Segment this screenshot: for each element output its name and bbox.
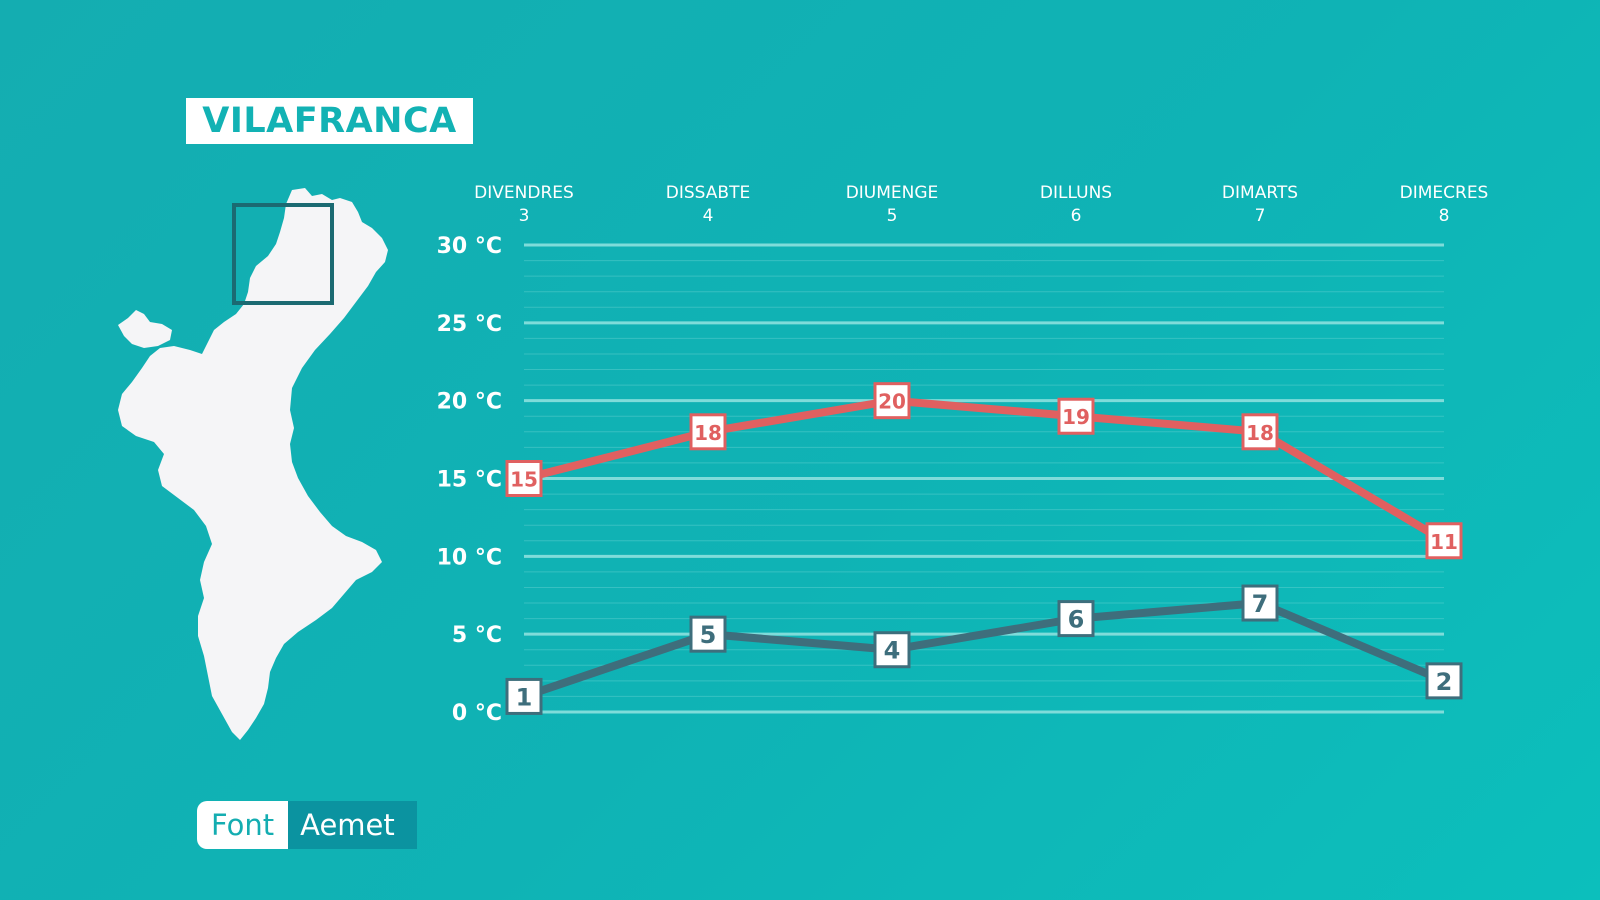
min-value-marker: 4 [873, 631, 911, 669]
max-value-marker: 15 [505, 460, 543, 497]
max-value-label: 19 [1062, 405, 1090, 429]
max-value-label: 18 [1246, 421, 1274, 445]
x-date-label: 5 [887, 206, 898, 226]
max-value-label: 15 [510, 468, 538, 492]
max-value-label: 20 [878, 390, 906, 414]
highlight-box [232, 203, 334, 305]
max-marker-box [873, 382, 911, 420]
y-tick-label: 20 °C [437, 390, 502, 415]
y-tick-label: 0 °C [452, 701, 502, 726]
max-value-label: 18 [694, 421, 722, 445]
x-date-label: 3 [519, 206, 530, 226]
max-marker-box [505, 460, 543, 497]
min-marker-box [873, 631, 911, 669]
x-day-label: DIMARTS [1222, 183, 1298, 203]
max-value-marker: 19 [1057, 397, 1095, 435]
min-value-marker: 1 [505, 677, 543, 715]
max-value-marker: 11 [1425, 522, 1463, 560]
location-title: VILAFRANCA [202, 101, 457, 141]
max-value-marker: 20 [873, 382, 911, 420]
source-value: Aemet [288, 801, 417, 849]
y-tick-label: 15 °C [437, 468, 502, 493]
y-axis-labels: 0 °C 5 °C 10 °C 15 °C 20 °C 25 °C 30 °C [437, 234, 502, 726]
min-value-marker: 6 [1057, 600, 1095, 638]
min-value-label: 5 [700, 621, 717, 649]
max-value-marker: 18 [689, 413, 727, 451]
minor-grid [524, 260, 1444, 697]
max-marker-box [689, 413, 727, 451]
location-title-box: VILAFRANCA [186, 98, 473, 144]
y-tick-label: 10 °C [437, 545, 502, 570]
max-series-line [520, 396, 1448, 545]
x-day-label: DIUMENGE [846, 183, 939, 203]
min-series-line [520, 599, 1448, 701]
x-day-label: DILLUNS [1040, 183, 1112, 203]
min-value-label: 1 [516, 683, 533, 711]
min-marker-box [1241, 584, 1279, 622]
source-label: Font [197, 801, 289, 849]
y-tick-label: 30 °C [437, 234, 502, 259]
x-axis-labels: DIVENDRES 3 DISSABTE 4 DIUMENGE 5 DILLUNS 6 DIMA… [474, 183, 1488, 226]
x-day-label: DIVENDRES [474, 183, 574, 203]
region-map-island [118, 310, 172, 348]
source-badge: Font Aemet [197, 801, 417, 849]
region-map-shape [118, 188, 388, 740]
min-marker-box [1057, 600, 1095, 638]
y-tick-label: 5 °C [452, 623, 502, 648]
min-marker-box [1425, 662, 1463, 700]
min-value-label: 7 [1252, 590, 1269, 618]
min-value-marker: 5 [689, 615, 727, 653]
min-value-marker: 7 [1241, 584, 1279, 622]
x-date-label: 4 [703, 206, 714, 226]
x-date-label: 7 [1255, 206, 1266, 226]
min-value-label: 2 [1436, 668, 1453, 696]
region-map [118, 188, 388, 740]
min-value-marker: 2 [1425, 662, 1463, 700]
y-tick-label: 25 °C [437, 312, 502, 337]
major-grid [524, 243, 1444, 714]
max-value-marker: 18 [1241, 413, 1279, 451]
x-date-label: 6 [1071, 206, 1082, 226]
min-value-label: 6 [1068, 606, 1085, 634]
series-lines [520, 396, 1448, 701]
min-marker-box [689, 615, 727, 653]
min-marker-box [505, 677, 543, 715]
max-marker-box [1241, 413, 1279, 451]
x-day-label: DISSABTE [666, 183, 750, 203]
max-marker-box [1057, 397, 1095, 435]
x-day-label: DIMECRES [1400, 183, 1489, 203]
max-marker-box [1425, 522, 1463, 560]
min-value-label: 4 [884, 637, 901, 665]
max-value-label: 11 [1430, 530, 1458, 554]
x-date-label: 8 [1439, 206, 1450, 226]
